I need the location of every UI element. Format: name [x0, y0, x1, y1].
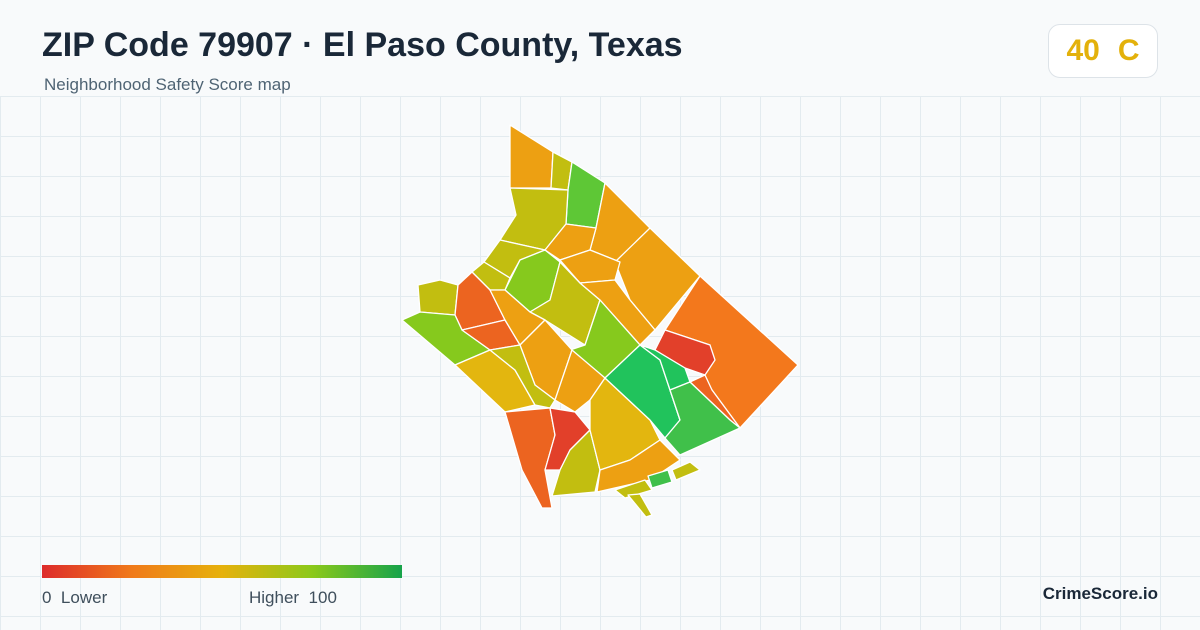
legend-high-label: Higher 100 — [249, 588, 337, 608]
safety-score-badge: 40 C — [1048, 24, 1158, 78]
page-title: ZIP Code 79907 · El Paso County, Texas — [42, 26, 683, 64]
neighborhood-tract[interactable] — [509, 124, 554, 189]
neighborhood-tract[interactable] — [614, 479, 653, 499]
legend-low-value: 0 — [42, 588, 52, 607]
neighborhood-tract[interactable] — [417, 279, 459, 316]
legend-high-value: 100 — [308, 588, 337, 607]
neighborhood-tract[interactable] — [489, 344, 556, 409]
neighborhood-tract[interactable] — [647, 469, 673, 489]
score-value: 40 — [1066, 34, 1100, 67]
neighborhood-tract[interactable] — [544, 223, 597, 261]
neighborhood-tract[interactable] — [664, 381, 741, 456]
neighborhood-tract[interactable] — [671, 461, 701, 481]
neighborhood-tract[interactable] — [504, 407, 556, 509]
legend-high-text: Higher — [249, 588, 300, 607]
score-grade: C — [1117, 34, 1140, 67]
legend-low-text: Lower — [60, 588, 108, 607]
neighborhood-tract[interactable] — [596, 439, 681, 493]
page-subtitle: Neighborhood Safety Score map — [44, 75, 291, 94]
neighborhood-tract[interactable] — [627, 493, 653, 518]
legend-gradient — [42, 565, 402, 578]
safety-score-legend-bar — [42, 565, 402, 578]
legend-low-label: 0 Lower — [42, 588, 107, 608]
brand-logo-text[interactable]: CrimeScore.io — [1042, 584, 1158, 603]
